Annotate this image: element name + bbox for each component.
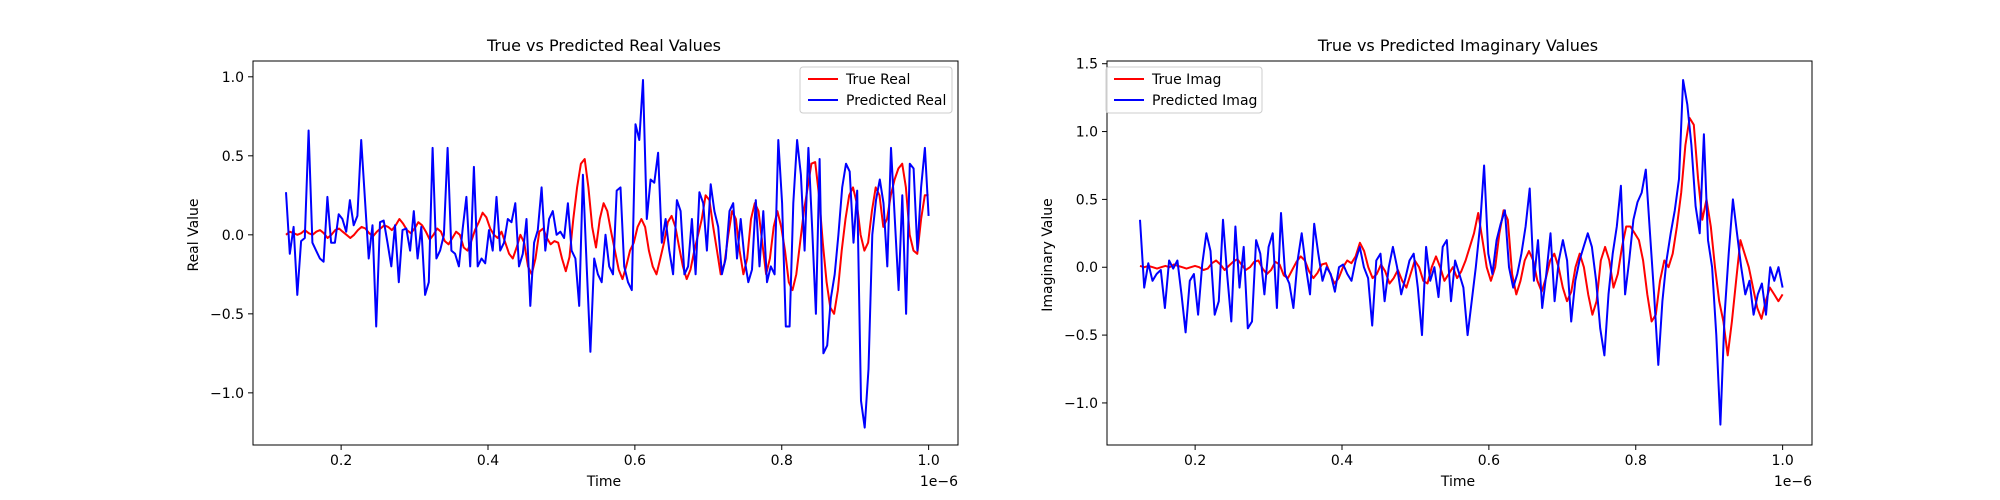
axes-frame: [252, 60, 959, 446]
x-axis-label: Time: [586, 474, 621, 490]
y-tick-label: 0.0: [222, 228, 244, 244]
x-tick-label: 0.2: [1184, 453, 1206, 469]
predicted-imag-line: [1139, 79, 1784, 426]
x-axis-label: Time: [1440, 474, 1475, 490]
legend-label-predicted-real: Predicted Real: [846, 93, 946, 109]
legend-label-predicted-imag: Predicted Imag: [1152, 93, 1257, 109]
y-tick-label: −0.5: [1064, 328, 1098, 344]
x-tick-label: 1.0: [917, 453, 939, 469]
x-tick-label: 0.6: [1478, 453, 1500, 469]
real-values-chart: True vs Predicted Real Values Real Value…: [186, 36, 959, 490]
predicted-real-line: [285, 79, 930, 429]
x-tick-label: 0.2: [330, 453, 352, 469]
legend-label-true-real: True Real: [845, 72, 910, 88]
y-axis-label: Real Value: [186, 198, 202, 271]
plot-area: 0.2 0.4 0.6 0.8 1.0 −1.0 −0.5 0.0 0.5 1.0: [210, 60, 959, 469]
y-tick-label: −1.0: [210, 386, 244, 402]
axes-frame: [1106, 60, 1813, 446]
y-tick-label: 1.0: [1076, 125, 1098, 141]
true-imag-line: [1139, 117, 1784, 357]
chart-title: True vs Predicted Imaginary Values: [1317, 36, 1598, 55]
legend-frame: [1105, 66, 1263, 114]
x-tick-label: 0.4: [477, 453, 499, 469]
plot-area: 0.2 0.4 0.6 0.8 1.0 −1.0 −0.5 0.0 0.5 1.0 1.5: [1064, 57, 1813, 469]
y-axis-label: Imaginary Value: [1040, 198, 1056, 312]
y-tick-label: 0.5: [1076, 192, 1098, 208]
x-tick-label: 0.8: [771, 453, 793, 469]
x-tick-label: 0.4: [1331, 453, 1353, 469]
x-offset-label: 1e−6: [1774, 474, 1812, 490]
y-tick-label: 0.5: [222, 149, 244, 165]
legend-label-true-imag: True Imag: [1151, 72, 1221, 88]
x-tick-label: 0.8: [1625, 453, 1647, 469]
imaginary-values-chart: True vs Predicted Imaginary Values Imagi…: [1040, 36, 1813, 490]
y-tick-label: −1.0: [1064, 396, 1098, 412]
y-tick-label: 1.5: [1076, 57, 1098, 73]
chart-title: True vs Predicted Real Values: [486, 36, 721, 55]
y-tick-label: −0.5: [210, 307, 244, 323]
y-tick-label: 0.0: [1076, 260, 1098, 276]
legend: True Imag Predicted Imag: [1105, 66, 1263, 114]
x-offset-label: 1e−6: [920, 474, 958, 490]
x-tick-label: 1.0: [1771, 453, 1793, 469]
legend: True Real Predicted Real: [799, 66, 953, 114]
x-tick-label: 0.6: [624, 453, 646, 469]
y-tick-label: 1.0: [222, 70, 244, 86]
